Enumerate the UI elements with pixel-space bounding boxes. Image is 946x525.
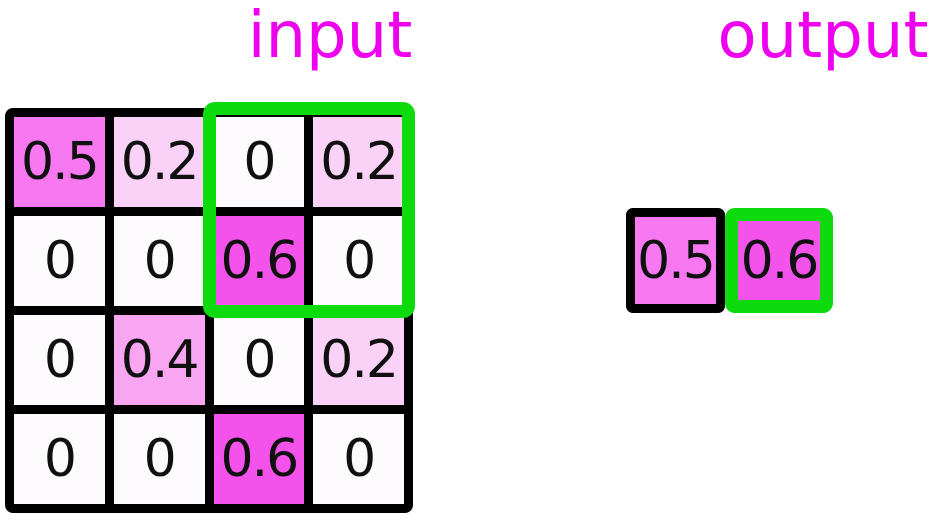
input-cell-r1c1: 0 [113,216,205,306]
input-cell-r3c1: 0 [113,414,205,504]
input-cell-r2c3: 0.2 [313,315,404,405]
output-cell-0: 0.5 [626,208,725,313]
output-cell-1-highlighted: 0.6 [725,208,833,313]
input-cell-r3c3: 0 [313,414,404,504]
pooling-window-highlight [203,102,415,318]
output-title: output [717,0,929,73]
input-cell-r2c0: 0 [14,315,105,405]
input-title: input [247,0,413,73]
input-cell-r1c0: 0 [14,216,105,306]
input-cell-r0c1: 0.2 [113,117,205,207]
input-cell-r0c2: 0 [213,117,305,207]
input-cell-r0c0: 0.5 [14,117,105,207]
input-cell-r0c3: 0.2 [313,117,404,207]
input-cell-r1c2: 0.6 [213,216,305,306]
input-cell-r2c2: 0 [213,315,305,405]
input-cell-r1c3: 0 [313,216,404,306]
input-cell-r2c1: 0.4 [113,315,205,405]
input-cell-r3c2: 0.6 [213,414,305,504]
output-grid: 0.5 0.6 [626,208,833,313]
input-cell-r3c0: 0 [14,414,105,504]
